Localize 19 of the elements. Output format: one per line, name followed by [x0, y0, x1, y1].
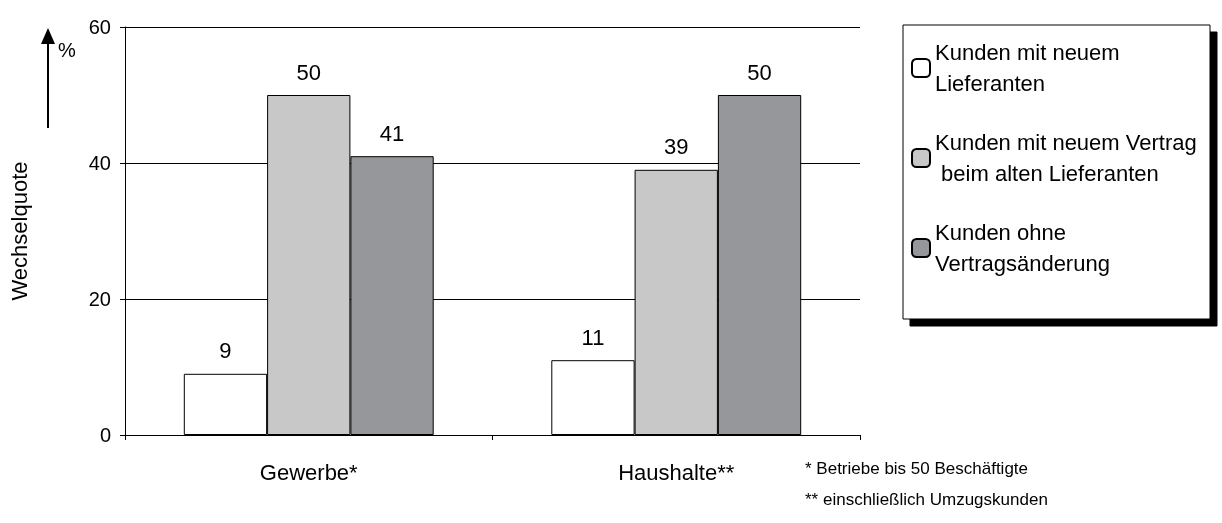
y-tick-label: 40	[88, 152, 111, 174]
text: * Betriebe bis 50 Beschäftigte	[805, 459, 1029, 478]
legend-label: Kunden ohne Vertragsänderung	[935, 220, 1110, 276]
data-label: 11	[581, 324, 605, 350]
data-label: 39	[664, 134, 689, 160]
data-label: 41	[379, 120, 405, 146]
x-tick-label: Haushalte**	[618, 459, 735, 485]
data-label: 9	[219, 338, 232, 364]
data-label: 50	[747, 59, 772, 85]
x-tick-label: Gewerbe*	[259, 459, 359, 485]
y-tick-label: 20	[88, 288, 111, 310]
data-label: 50	[296, 59, 321, 85]
y-tick-label: 0	[99, 424, 111, 446]
text: %	[58, 39, 76, 61]
y-axis-title: Wechselquote	[6, 161, 32, 301]
legend-label: Kunden mit neuem Vertrag beim alten Lieferanten	[935, 130, 1197, 186]
legend-label: Kunden mit neuem Lieferanten	[935, 40, 1126, 96]
y-tick-label: 60	[88, 16, 111, 38]
text: ** einschließlich Umzugskunden	[805, 490, 1048, 509]
